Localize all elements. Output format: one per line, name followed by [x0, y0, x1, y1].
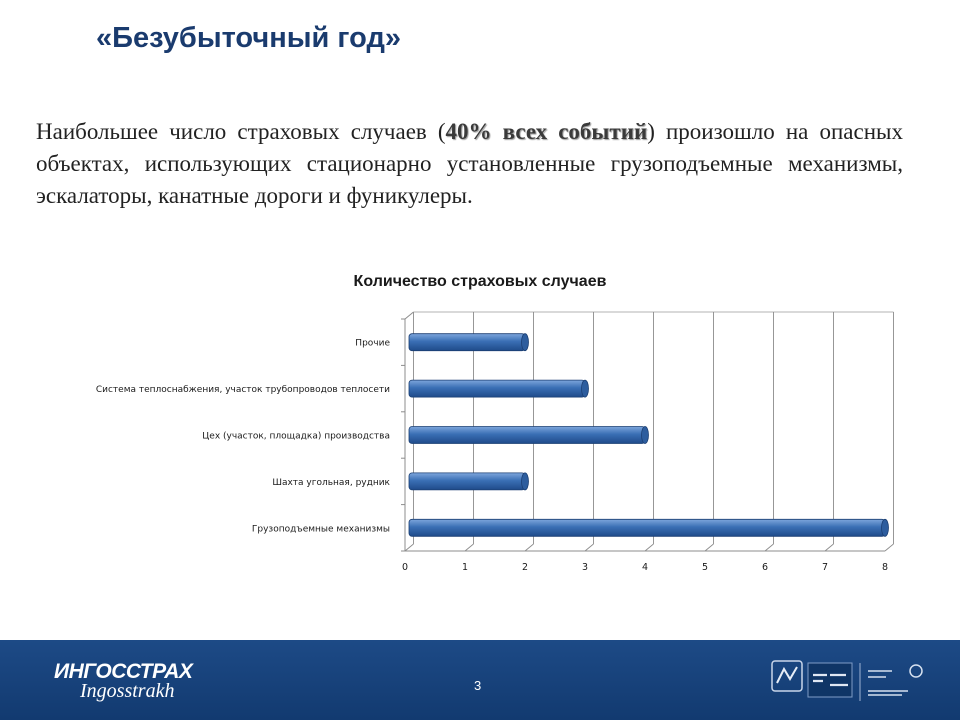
- bar: [408, 472, 529, 491]
- x-tick-label: 1: [462, 562, 468, 573]
- bar-cap: [521, 333, 529, 352]
- category-label: Грузоподъемные механизмы: [252, 524, 390, 534]
- x-tick-label: 3: [582, 562, 588, 573]
- chart-axes: [401, 311, 885, 552]
- floor-gridline: [824, 543, 834, 552]
- x-tick-label: 5: [702, 562, 708, 573]
- bar: [408, 518, 889, 537]
- floor-gridline: [644, 543, 654, 552]
- floor-gridline: [464, 543, 474, 552]
- bar-cap: [641, 426, 649, 444]
- category-label: Шахта угольная, рудник: [272, 478, 390, 488]
- chart-title: Количество страховых случаев: [354, 273, 607, 290]
- logo-text-lat: Ingosstrakh: [80, 680, 175, 702]
- bar-body: [408, 472, 526, 491]
- x-tick-label: 6: [762, 562, 768, 573]
- ingosstrakh-logo: ИНГОССТРАХ Ingosstrakh: [54, 660, 204, 706]
- category-labels: Прочие Система теплоснабжения, участок тр…: [96, 339, 391, 535]
- bar-cap: [581, 379, 589, 398]
- bar-body: [408, 426, 646, 444]
- bar: [408, 333, 529, 352]
- page-number: 3: [474, 678, 482, 693]
- logo-text-ru: ИНГОССТРАХ: [54, 660, 193, 683]
- floor-gridline: [584, 543, 594, 552]
- partner-logos-icon: [771, 660, 923, 701]
- bar-body: [408, 333, 526, 352]
- bar-body: [408, 518, 886, 537]
- highlight-stat: 40% всех событий: [445, 119, 648, 144]
- bar: [408, 379, 589, 398]
- bar-cap: [881, 518, 889, 537]
- bar-body: [408, 379, 586, 398]
- body-text-end: ) произошло на опасных объектах, использ…: [36, 119, 903, 208]
- x-tick-label: 7: [822, 562, 828, 573]
- x-tick-label: 2: [522, 562, 528, 573]
- body-paragraph: Наибольшее число страховых случаев (40% …: [36, 116, 903, 212]
- floor-gridline: [404, 543, 414, 552]
- bar: [408, 426, 649, 444]
- floor-gridline: [524, 543, 534, 552]
- x-tick-labels: 0 1 2 3 4 5 6 7 8: [402, 562, 888, 573]
- x-tick-label: 8: [882, 562, 888, 573]
- y-axis-depth: [404, 311, 414, 320]
- bar-cap: [521, 472, 529, 491]
- category-label: Цех (участок, площадка) производства: [202, 432, 390, 442]
- category-label: Система теплоснабжения, участок трубопро…: [96, 385, 390, 395]
- footer-bar: [0, 640, 960, 720]
- slide-title: «Безубыточный год»: [96, 22, 401, 54]
- body-text-start: Наибольшее число страховых случаев (: [36, 119, 446, 144]
- floor-gridline: [764, 543, 774, 552]
- x-tick-label: 4: [642, 562, 648, 573]
- x-tick-label: 0: [402, 562, 408, 573]
- category-label: Прочие: [355, 339, 390, 349]
- floor-gridline: [704, 543, 714, 552]
- chart-bars: [408, 333, 889, 537]
- bar-chart: Количество страховых случаев Прочие Систе…: [96, 273, 894, 573]
- floor-gridline: [884, 543, 894, 552]
